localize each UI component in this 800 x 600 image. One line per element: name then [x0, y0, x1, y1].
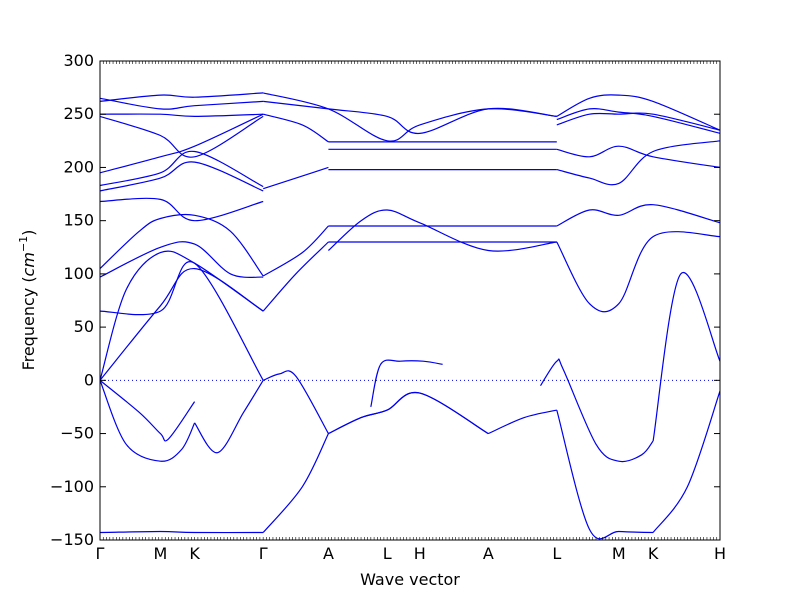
y-axis-label-text: Frequency (: [19, 276, 38, 370]
band-line-29: [263, 166, 329, 190]
plot-frame: [99, 60, 721, 541]
band-line-4: [488, 409, 557, 435]
y-tick-label: 300: [63, 51, 94, 70]
band-line-6: [652, 390, 720, 533]
y-tick-label: −150: [50, 530, 94, 549]
band-line-40: [100, 97, 264, 110]
band-line-1: [262, 433, 329, 533]
band-line-13: [652, 271, 720, 442]
y-tick-label: 0: [84, 370, 94, 389]
x-tick-label: Γ: [96, 544, 105, 563]
y-tick-label: 250: [63, 104, 94, 123]
band-line-7: [100, 380, 196, 462]
y-axis-label-exponent: −1: [17, 236, 30, 252]
band-line-20: [262, 225, 329, 277]
x-tick-label: A: [323, 544, 334, 563]
band-line-34: [556, 145, 720, 168]
y-tick-label: −100: [50, 477, 94, 496]
y-tick-label: 150: [63, 211, 94, 230]
band-line-2: [328, 391, 489, 435]
band-line-9: [100, 379, 196, 442]
band-line-44: [556, 108, 720, 134]
band-line-27: [100, 161, 264, 192]
x-tick-label: K: [189, 544, 200, 563]
x-tick-label: L: [383, 544, 392, 563]
x-tick-label: M: [153, 544, 167, 563]
band-line-36: [100, 115, 264, 158]
band-line-0: [100, 530, 264, 534]
band-line-19: [100, 213, 264, 277]
x-tick-label: K: [648, 544, 659, 563]
y-tick-label: 200: [63, 157, 94, 176]
y-axis-label: Frequency (cm−1): [17, 230, 38, 371]
band-line-5: [556, 409, 654, 540]
band-line-41: [263, 100, 557, 135]
band-line-3: [328, 391, 489, 435]
y-tick-label: 100: [63, 264, 94, 283]
band-line-22: [327, 209, 557, 252]
band-line-26: [100, 197, 264, 222]
band-line-42: [263, 92, 557, 142]
band-line-18: [100, 241, 264, 278]
band-line-12: [539, 358, 654, 463]
band-line-37: [100, 113, 264, 118]
x-tick-label: H: [714, 544, 726, 563]
x-tick-label: M: [612, 544, 626, 563]
y-tick-label: −50: [60, 424, 94, 443]
band-line-17: [262, 241, 329, 312]
band-line-24: [556, 231, 720, 313]
x-tick-label: Γ: [259, 544, 268, 563]
band-line-10: [262, 370, 329, 434]
band-line-38: [263, 113, 329, 143]
band-line-25: [556, 204, 720, 227]
band-line-11: [370, 359, 443, 408]
band-line-39: [100, 92, 264, 102]
band-line-45: [556, 112, 720, 131]
band-line-8: [194, 379, 264, 454]
band-line-28: [100, 150, 264, 188]
x-tick-label: L: [552, 544, 561, 563]
y-tick-label: 50: [74, 317, 94, 336]
band-line-33: [556, 140, 720, 186]
y-axis-label-close: ): [19, 230, 38, 236]
x-axis-label: Wave vector: [360, 570, 460, 589]
band-line-16: [100, 250, 264, 381]
band-line-15: [100, 267, 264, 381]
band-line-43: [556, 94, 720, 131]
ticks-group: −150 −100 −50 0 50 100 150 200 250 300 Γ M K Γ A L H A L M K…: [50, 51, 726, 563]
x-tick-label: A: [483, 544, 494, 563]
x-tick-label: H: [414, 544, 426, 563]
bands-group: [100, 92, 720, 540]
band-line-14: [100, 260, 264, 381]
y-axis-label-unit: cm: [19, 252, 38, 276]
